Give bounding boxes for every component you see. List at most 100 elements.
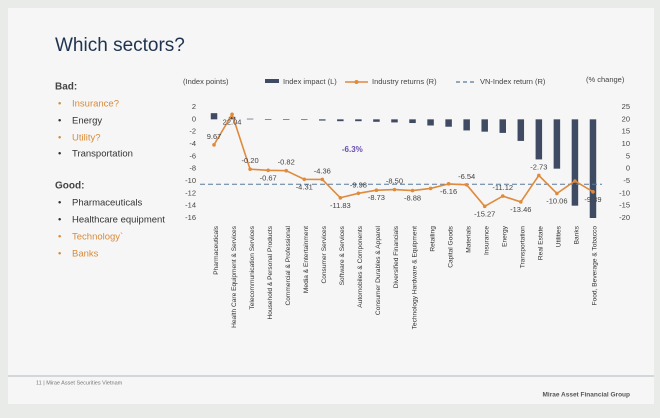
bar [445, 119, 452, 127]
bar [463, 119, 470, 131]
returns-point [573, 179, 577, 183]
bar [391, 119, 398, 123]
returns-point [320, 177, 325, 182]
y2-tick-label: -5 [623, 176, 630, 185]
legend-swatch [354, 80, 359, 84]
returns-point [392, 187, 397, 192]
y-tick-label: -8 [189, 164, 196, 173]
x-tick-label: Technology Hardware & Equipment [411, 226, 418, 330]
x-tick-label: Banks [574, 225, 581, 244]
x-tick-label: Real Estate [538, 226, 545, 260]
bar [553, 119, 561, 169]
y-tick-label: -4 [189, 139, 196, 148]
bar [337, 119, 344, 122]
y2-axis-label: (% change) [586, 75, 625, 84]
returns-point [410, 188, 415, 193]
returns-point [518, 200, 523, 204]
x-tick-label: Pharmaceuticals [213, 225, 220, 274]
returns-point [266, 168, 270, 173]
bar [535, 119, 543, 160]
returns-point [284, 168, 289, 173]
y-axis-label: (Index points) [183, 77, 229, 86]
y-tick-label: -10 [185, 176, 196, 185]
returns-point [446, 182, 451, 186]
y-tick-label: -12 [185, 188, 196, 197]
bar [228, 116, 236, 120]
returns-point [555, 191, 559, 196]
y2-tick-label: 5 [626, 151, 630, 160]
value-label: -6.16 [440, 187, 457, 196]
bullet: • [58, 99, 61, 110]
x-tick-label: Energy [502, 225, 509, 247]
x-tick-label: Utilities [556, 225, 563, 247]
y2-tick-label: 0 [626, 164, 630, 173]
bad-list: • Insurance? • Energy • Utility? • Trans… [58, 99, 133, 160]
returns-point [537, 173, 541, 178]
value-label: -9.39 [584, 195, 601, 204]
x-tick-label: Consumer Durables & Apparel [375, 225, 382, 315]
legend-label: VN-Index return (R) [480, 77, 546, 86]
value-label: -0.82 [278, 158, 295, 167]
y2-tick-label: 15 [622, 127, 630, 136]
returns-point [356, 191, 361, 196]
y2-tick-label: -10 [619, 188, 630, 197]
value-label: -2.73 [530, 162, 547, 171]
bar [589, 119, 597, 218]
value-label: 9.67 [207, 132, 222, 141]
bullet: • [58, 249, 61, 260]
slide-background [8, 8, 654, 404]
bullet: • [58, 133, 61, 144]
bar [264, 119, 272, 120]
value-label: -8.88 [404, 194, 421, 203]
x-tick-label: Capital Goods [447, 225, 454, 267]
y-tick-label: -14 [185, 201, 196, 210]
x-tick-label: Food, Beverage & Tobacco [592, 226, 599, 306]
value-label: -15.27 [474, 209, 495, 218]
bar [427, 119, 434, 126]
y2-tick-label: 10 [622, 139, 630, 148]
value-label: -8.73 [368, 193, 385, 202]
bar [571, 119, 579, 206]
legend-label: Index impact (L) [283, 77, 337, 86]
value-label: -4.36 [314, 166, 331, 175]
bar [301, 119, 308, 120]
y-tick-label: -2 [189, 127, 196, 136]
x-tick-label: Automobiles & Components [357, 225, 364, 307]
x-tick-label: Materials [465, 225, 472, 252]
value-label: -4.31 [296, 182, 313, 191]
y-tick-label: -16 [185, 213, 196, 222]
footer-right: Mirae Asset Financial Group [542, 392, 630, 399]
x-tick-label: Health Care Equipment & Services [231, 225, 238, 328]
value-label: -0.20 [242, 156, 259, 165]
good-item: Technology` [72, 232, 123, 243]
value-label: -13.46 [510, 205, 531, 214]
y-tick-label: -6 [189, 151, 196, 160]
bad-heading: Bad: [55, 82, 77, 93]
bar [481, 119, 488, 132]
x-tick-label: Household & Personal Products [267, 225, 274, 319]
bullet: • [58, 149, 61, 160]
returns-point [338, 196, 343, 200]
returns-point [482, 204, 487, 209]
value-label: -9.98 [350, 180, 367, 189]
slide-title: Which sectors? [55, 35, 185, 56]
x-tick-label: Commercial & Professional [285, 225, 292, 305]
bullet: • [58, 215, 61, 226]
bar [517, 119, 525, 141]
value-label: 22.04 [223, 117, 242, 126]
bar [373, 119, 380, 122]
bullet: • [58, 198, 61, 209]
legend-swatch [265, 79, 279, 83]
x-tick-label: Insurance [483, 226, 490, 255]
returns-point [591, 190, 595, 194]
returns-point [212, 143, 216, 147]
value-label: -6.54 [458, 172, 475, 181]
y2-tick-label: 25 [622, 102, 630, 111]
bad-item: Energy [72, 116, 102, 127]
bad-item: Transportation [72, 149, 133, 160]
value-label: -11.83 [330, 201, 351, 210]
bar [319, 119, 326, 121]
bad-item: Insurance? [72, 99, 119, 110]
bar [409, 119, 416, 124]
returns-point [428, 186, 433, 191]
